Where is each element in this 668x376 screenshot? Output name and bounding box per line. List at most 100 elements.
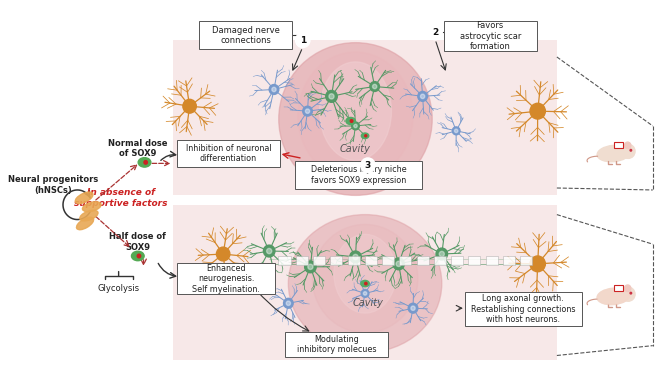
Circle shape [454, 129, 458, 133]
Ellipse shape [75, 192, 93, 204]
Ellipse shape [132, 251, 144, 261]
Circle shape [269, 85, 279, 94]
Circle shape [363, 292, 367, 295]
Circle shape [452, 127, 460, 135]
FancyBboxPatch shape [614, 143, 623, 149]
Ellipse shape [82, 202, 101, 212]
FancyBboxPatch shape [465, 293, 582, 326]
FancyBboxPatch shape [417, 256, 429, 265]
FancyBboxPatch shape [503, 256, 515, 265]
Text: Neural progenitors
(hNSCs): Neural progenitors (hNSCs) [8, 175, 99, 195]
FancyBboxPatch shape [451, 256, 463, 265]
Text: Damaged nerve
connections: Damaged nerve connections [212, 26, 280, 45]
Circle shape [350, 120, 353, 122]
Circle shape [393, 258, 404, 270]
Text: Long axonal growth.
Restablishing connections
with host neurons.: Long axonal growth. Restablishing connec… [471, 294, 576, 324]
FancyBboxPatch shape [486, 256, 498, 265]
FancyBboxPatch shape [285, 332, 388, 358]
FancyBboxPatch shape [173, 40, 557, 195]
FancyBboxPatch shape [382, 256, 394, 265]
Circle shape [305, 261, 316, 273]
Circle shape [534, 260, 542, 268]
Circle shape [286, 301, 291, 305]
FancyBboxPatch shape [365, 256, 377, 265]
FancyBboxPatch shape [434, 256, 446, 265]
Circle shape [283, 298, 293, 308]
Circle shape [396, 261, 401, 267]
Ellipse shape [597, 288, 630, 305]
Circle shape [329, 94, 334, 99]
FancyBboxPatch shape [468, 256, 480, 265]
Text: 2: 2 [432, 28, 438, 37]
FancyBboxPatch shape [199, 21, 292, 49]
Circle shape [361, 158, 375, 173]
Circle shape [263, 245, 275, 257]
Circle shape [144, 161, 148, 164]
Ellipse shape [334, 234, 396, 313]
FancyBboxPatch shape [279, 256, 291, 265]
FancyBboxPatch shape [614, 285, 623, 291]
Circle shape [530, 256, 545, 272]
Text: Enhanced
neurogenesis.
Self myelination.: Enhanced neurogenesis. Self myelination. [192, 264, 260, 294]
Circle shape [272, 87, 276, 92]
Circle shape [354, 124, 357, 128]
Text: Cavity: Cavity [340, 144, 371, 153]
Circle shape [303, 106, 313, 116]
Circle shape [365, 135, 367, 137]
Ellipse shape [319, 62, 391, 161]
FancyBboxPatch shape [399, 256, 411, 265]
Circle shape [220, 250, 226, 258]
FancyBboxPatch shape [520, 256, 532, 265]
FancyBboxPatch shape [347, 256, 359, 265]
Circle shape [630, 149, 632, 151]
Circle shape [326, 91, 337, 102]
Ellipse shape [313, 224, 418, 333]
Circle shape [420, 94, 425, 99]
Circle shape [621, 144, 635, 158]
Circle shape [408, 303, 418, 313]
Ellipse shape [279, 43, 432, 196]
Text: In absence of
supportive factors: In absence of supportive factors [73, 188, 167, 208]
Ellipse shape [79, 210, 98, 221]
Ellipse shape [597, 288, 630, 305]
Text: 1: 1 [300, 36, 306, 45]
Circle shape [630, 292, 632, 294]
Ellipse shape [361, 133, 369, 138]
Circle shape [186, 103, 193, 110]
Text: Deleterious injury niche
favors SOX9 expression: Deleterious injury niche favors SOX9 exp… [311, 165, 406, 185]
Ellipse shape [597, 145, 630, 162]
Circle shape [428, 25, 442, 40]
Circle shape [350, 251, 361, 263]
Circle shape [361, 290, 369, 297]
Circle shape [411, 306, 415, 311]
Circle shape [436, 248, 448, 260]
Ellipse shape [346, 117, 355, 124]
FancyBboxPatch shape [295, 161, 422, 189]
Text: Favors
astrocytic scar
formation: Favors astrocytic scar formation [460, 21, 521, 51]
Circle shape [373, 84, 377, 89]
Circle shape [216, 247, 230, 261]
FancyBboxPatch shape [444, 21, 536, 51]
Circle shape [305, 109, 310, 114]
Ellipse shape [138, 158, 151, 167]
Circle shape [625, 142, 631, 149]
Text: Inhibition of neuronal
differentiation: Inhibition of neuronal differentiation [186, 144, 271, 163]
FancyBboxPatch shape [177, 140, 280, 167]
Text: Cavity: Cavity [353, 298, 383, 308]
Ellipse shape [298, 52, 413, 180]
Circle shape [308, 264, 313, 270]
Circle shape [439, 251, 444, 257]
Ellipse shape [361, 280, 369, 287]
Circle shape [183, 99, 196, 113]
FancyBboxPatch shape [173, 205, 557, 361]
Circle shape [267, 249, 272, 254]
Circle shape [137, 254, 141, 258]
Circle shape [625, 285, 631, 291]
Circle shape [530, 103, 545, 119]
Ellipse shape [289, 215, 442, 353]
Ellipse shape [76, 217, 94, 230]
Text: Normal dose
of SOX9: Normal dose of SOX9 [108, 139, 168, 158]
Circle shape [365, 282, 367, 285]
Circle shape [295, 33, 310, 48]
FancyBboxPatch shape [177, 263, 275, 294]
